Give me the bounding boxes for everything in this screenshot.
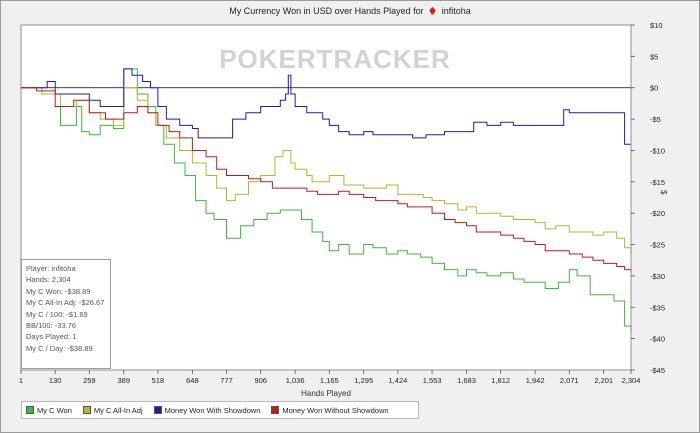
x-tick-label: 648 bbox=[186, 376, 199, 385]
x-tick-label: 259 bbox=[83, 376, 96, 385]
x-tick-label: 777 bbox=[220, 376, 233, 385]
legend-swatch bbox=[26, 406, 34, 414]
x-tick-label: 1,812 bbox=[491, 376, 510, 385]
stat-line: My C Won: -$38.89 bbox=[26, 286, 91, 296]
plot-border bbox=[20, 24, 632, 371]
y-tick-label: -$35 bbox=[650, 303, 665, 312]
stat-line: My C / 100: -$1.69 bbox=[26, 309, 88, 319]
x-tick-label: 1,553 bbox=[423, 376, 442, 385]
series-line-1 bbox=[21, 68, 632, 333]
x-tick-label: 1,942 bbox=[526, 376, 545, 385]
stat-line: Player: infitoha bbox=[26, 264, 76, 273]
y-tick-label: $5 bbox=[650, 52, 658, 61]
legend-label: My C Won bbox=[37, 405, 72, 415]
y-tick-label: -$40 bbox=[650, 335, 665, 344]
y-tick-label: -$30 bbox=[650, 272, 665, 281]
y-tick-label: -$10 bbox=[650, 146, 665, 155]
x-tick-label: 2,071 bbox=[560, 376, 579, 385]
series-line-3 bbox=[21, 68, 631, 145]
stat-line: BB/100: -33.76 bbox=[26, 321, 77, 331]
legend-swatch bbox=[271, 406, 280, 414]
series-line-4 bbox=[21, 87, 632, 273]
plot-area bbox=[21, 25, 631, 370]
pokertracker-logo-icon bbox=[429, 6, 436, 15]
x-tick-label: 2,201 bbox=[594, 376, 613, 385]
legend-item[interactable]: My C All-In Adj bbox=[82, 405, 143, 415]
legend-label: Money Won Without Showdown bbox=[282, 405, 389, 415]
x-tick-label: 518 bbox=[152, 376, 165, 385]
legend-label: Money Won With Showdown bbox=[164, 405, 261, 415]
x-tick-label: 1,165 bbox=[320, 376, 339, 385]
chart-legend: My C Won My C All-In Adj Money Won With Sh… bbox=[21, 401, 419, 419]
legend-item[interactable]: Money Won Without Showdown bbox=[271, 405, 389, 415]
chart-title-text: My Currency Won in USD over Hands Played… bbox=[229, 6, 424, 16]
y-tick-label: $10 bbox=[650, 21, 663, 30]
legend-item[interactable]: My C Won bbox=[26, 406, 72, 415]
legend-label: My C All-In Adj bbox=[93, 405, 143, 415]
legend-item[interactable]: Money Won With Showdown bbox=[153, 405, 261, 415]
x-tick-label: 389 bbox=[118, 376, 131, 385]
x-tick-label: 2,304 bbox=[622, 376, 641, 385]
y-tick-label: -$45 bbox=[650, 366, 665, 375]
chart-title: My Currency Won in USD over Hands Played… bbox=[0, 6, 700, 16]
x-tick-label: 1,036 bbox=[286, 376, 305, 385]
stats-box: Player: infitoha Hands: 2,304 My C Won: -$… bbox=[21, 259, 111, 369]
x-tick-label: 1,683 bbox=[457, 376, 476, 385]
x-tick-label: 1,424 bbox=[389, 376, 408, 385]
watermark-text: POKERTRACKER bbox=[219, 44, 451, 74]
legend-swatch bbox=[82, 406, 91, 414]
y-tick-label: $0 bbox=[650, 84, 658, 93]
y-axis-title: $ bbox=[659, 190, 668, 195]
x-tick-label: 1 bbox=[19, 376, 23, 385]
stat-line: Hands: 2,304 bbox=[26, 275, 71, 285]
player-name: infitoha bbox=[441, 6, 471, 16]
legend-swatch bbox=[153, 406, 162, 414]
y-tick-label: -$15 bbox=[650, 178, 665, 187]
x-axis-title: Hands Played bbox=[301, 389, 351, 398]
x-tick-label: 130 bbox=[49, 376, 62, 385]
stat-line: My C All-In Adj: -$26.67 bbox=[26, 298, 105, 308]
y-tick-label: -$5 bbox=[650, 115, 661, 124]
series-line-2 bbox=[21, 87, 632, 254]
x-tick-label: 906 bbox=[254, 376, 267, 385]
stat-line: My C / Day: -$38.89 bbox=[26, 343, 93, 353]
x-tick-label: 1,295 bbox=[354, 376, 373, 385]
stat-line: Days Played: 1 bbox=[26, 332, 77, 342]
y-tick-label: -$20 bbox=[650, 209, 665, 218]
y-tick-label: -$25 bbox=[650, 241, 665, 250]
